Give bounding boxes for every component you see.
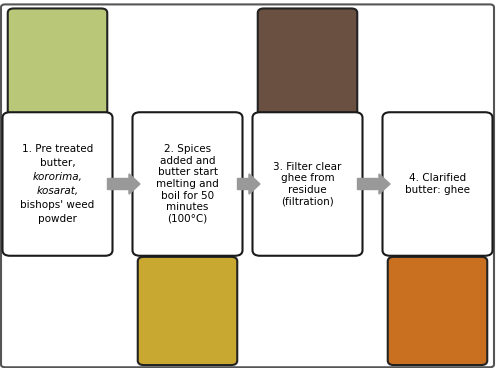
Text: kosarat,: kosarat,	[36, 186, 78, 196]
FancyArrow shape	[108, 174, 140, 194]
FancyBboxPatch shape	[138, 257, 237, 365]
FancyArrow shape	[358, 174, 390, 194]
Text: 1. Pre treated: 1. Pre treated	[22, 144, 93, 154]
Text: 3. Filter clear
ghee from
residue
(filtration): 3. Filter clear ghee from residue (filtr…	[274, 162, 342, 206]
FancyBboxPatch shape	[252, 112, 362, 256]
Text: powder: powder	[38, 214, 77, 224]
Text: butter,: butter,	[40, 158, 76, 168]
FancyBboxPatch shape	[2, 112, 112, 256]
Text: bishops' weed: bishops' weed	[20, 200, 94, 210]
FancyBboxPatch shape	[132, 112, 242, 256]
FancyBboxPatch shape	[258, 8, 357, 120]
FancyArrow shape	[238, 174, 260, 194]
FancyBboxPatch shape	[382, 112, 492, 256]
FancyBboxPatch shape	[8, 8, 107, 120]
Text: kororima,: kororima,	[32, 172, 82, 182]
FancyBboxPatch shape	[1, 4, 494, 367]
Text: 2. Spices
added and
butter start
melting and
boil for 50
minutes
(100°C): 2. Spices added and butter start melting…	[156, 144, 219, 224]
FancyBboxPatch shape	[388, 257, 487, 365]
Text: 4. Clarified
butter: ghee: 4. Clarified butter: ghee	[405, 173, 470, 195]
